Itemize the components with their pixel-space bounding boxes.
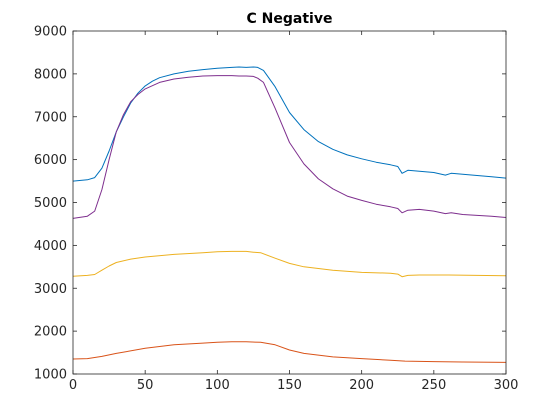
y-tick-label: 8000 (34, 67, 67, 82)
x-tick-label: 150 (277, 378, 302, 393)
x-tick-label: 100 (205, 378, 230, 393)
series-line-4 (72, 75, 507, 219)
y-tick-label: 5000 (34, 196, 67, 211)
y-tick-label: 4000 (34, 239, 67, 254)
series-line-1 (72, 66, 507, 182)
y-tick-label: 1000 (34, 368, 67, 383)
axes-box (72, 30, 507, 375)
x-tick-label: 0 (69, 378, 77, 393)
series-line-3 (72, 250, 507, 278)
y-tick-label: 9000 (34, 25, 67, 40)
x-tick-label: 50 (137, 378, 154, 393)
x-tick-label: 250 (421, 378, 446, 393)
ticks-layer: 0 50 100 150 200 250 300 1000 2000 3000 4000 5000 60… (34, 25, 519, 394)
series-layer (72, 66, 507, 363)
x-tick-label: 200 (349, 378, 374, 393)
chart-title: C Negative (247, 11, 333, 27)
y-tick-label: 7000 (34, 110, 67, 125)
y-tick-label: 2000 (34, 325, 67, 340)
y-tick-label: 6000 (34, 153, 67, 168)
series-line-2 (72, 341, 507, 363)
y-tick-label: 3000 (34, 282, 67, 297)
x-tick-label: 300 (494, 378, 519, 393)
